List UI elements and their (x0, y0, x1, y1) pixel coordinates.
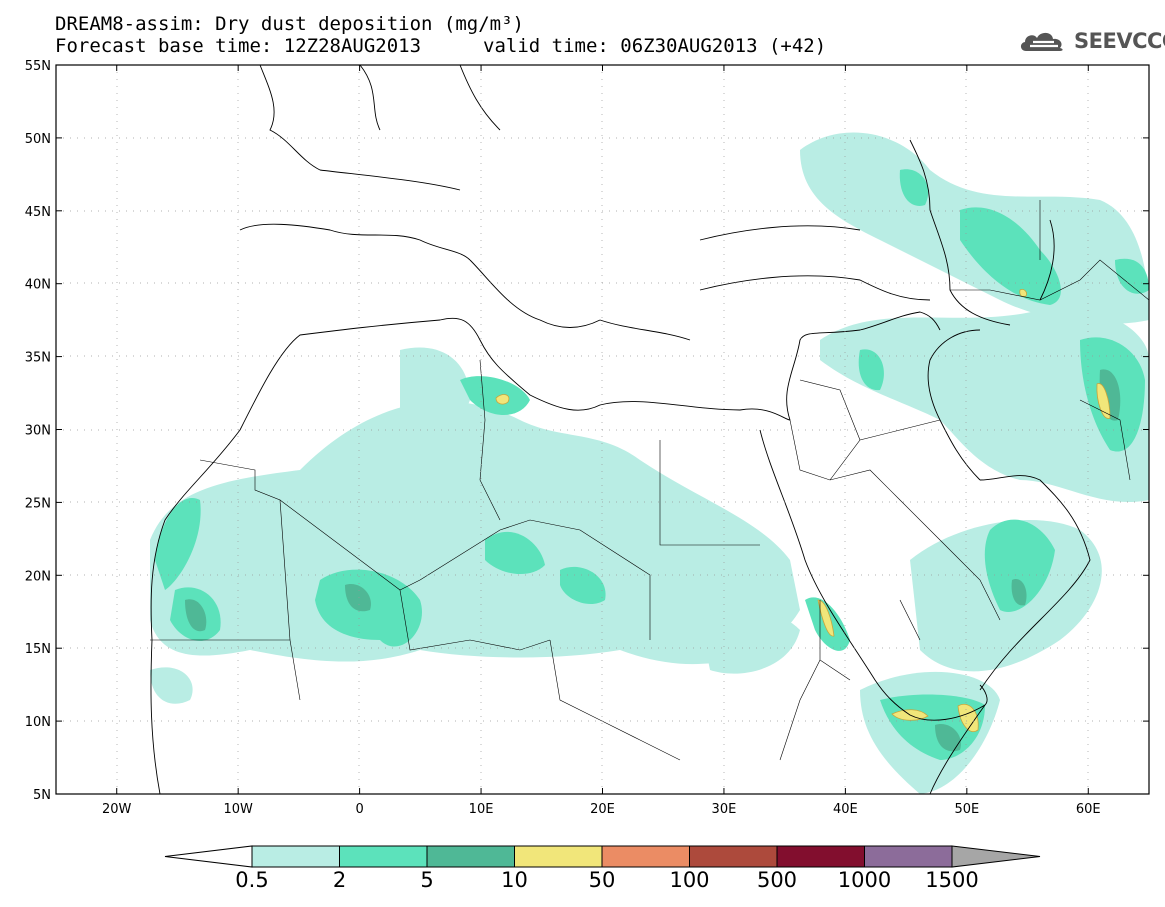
lat-label: 25N (25, 496, 51, 511)
legend-label: 2 (333, 868, 346, 892)
lat-label: 15N (25, 642, 51, 657)
coastlines (150, 65, 1091, 794)
map-title: DREAM8-assim: Dry dust deposition (mg/m³… (55, 13, 524, 35)
lon-label: 20E (590, 802, 615, 817)
legend-swatch (251, 845, 340, 868)
lon-label: 10W (223, 802, 253, 817)
legend-label: 1500 (925, 868, 978, 892)
grid-lines (56, 65, 1149, 794)
legend-label: 1000 (838, 868, 891, 892)
lon-label: 20W (102, 802, 132, 817)
lon-label: 10E (469, 802, 494, 817)
logo-text: SEEVCCC (1074, 29, 1165, 53)
legend-swatch (426, 845, 515, 868)
map-canvas (56, 65, 1149, 794)
legend-label: 5 (420, 868, 433, 892)
lat-axis: 55N 50N 45N 40N 35N 30N 25N 20N 15N 10N 5N (25, 59, 1149, 803)
country-borders (150, 200, 1149, 761)
lat-label: 50N (25, 132, 51, 147)
lat-label: 30N (25, 424, 51, 439)
forecast-base-time: Forecast base time: 12Z28AUG2013 (55, 35, 422, 57)
legend-swatch (864, 845, 953, 868)
lon-label: 60E (1076, 802, 1101, 817)
lon-label: 0 (355, 802, 363, 817)
legend-label: 500 (757, 868, 797, 892)
lon-label: 30E (712, 802, 737, 817)
legend-label: 100 (669, 868, 709, 892)
legend-label: 0.5 (235, 868, 268, 892)
legend-swatch (689, 845, 778, 868)
seevccc-logo: SEEVCCC (1018, 26, 1165, 56)
lon-axis: 20W 10W 0 10E 20E 30E 40E 50E 60E (102, 65, 1101, 817)
cloud-logo-icon (1020, 32, 1063, 51)
lat-label: 20N (25, 569, 51, 584)
legend-swatch (776, 845, 865, 868)
lat-label: 35N (25, 351, 51, 366)
legend-arrow-low (164, 845, 253, 868)
dust-level-0.5 (150, 132, 1149, 794)
lon-label: 50E (954, 802, 979, 817)
legend-colorbar: 0.5 2 5 10 50 100 500 1000 1500 (164, 845, 1041, 892)
lat-label: 10N (25, 715, 51, 730)
legend-swatch (601, 845, 690, 868)
valid-time: valid time: 06Z30AUG2013 (+42) (483, 35, 827, 57)
lat-label: 45N (25, 205, 51, 220)
lon-label: 40E (833, 802, 858, 817)
legend-swatch (339, 845, 428, 868)
lat-label: 55N (25, 59, 51, 74)
legend-label: 10 (501, 868, 528, 892)
legend-label: 50 (589, 868, 616, 892)
lat-label: 5N (33, 788, 51, 803)
lat-label: 40N (25, 278, 51, 293)
legend-swatch (514, 845, 603, 868)
legend-arrow-high (951, 845, 1041, 868)
